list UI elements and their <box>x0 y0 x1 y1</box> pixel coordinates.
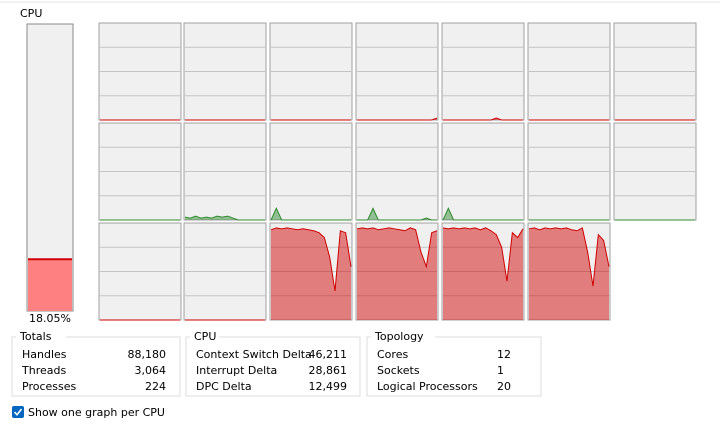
cpu-line <box>443 117 523 121</box>
group-box <box>185 336 361 397</box>
usage-label: 18.05% <box>29 312 71 325</box>
stat-value: 3,064 <box>135 364 167 377</box>
stat-groups: Totals Handles 88,180 Threads 3,064 Processes… <box>11 330 542 397</box>
cpu-area <box>443 208 523 220</box>
group-title: Topology <box>374 330 424 343</box>
stat-label: Processes <box>22 380 76 393</box>
group-title-bg <box>16 331 66 343</box>
stat-value: 1 <box>497 364 504 377</box>
cpu-line <box>270 207 351 221</box>
usage-fill <box>28 259 72 311</box>
stat-value: 224 <box>145 380 166 393</box>
cpu-area <box>271 227 351 320</box>
cpu-line <box>442 207 523 221</box>
cpu-line <box>270 227 352 291</box>
checkbox-label[interactable]: Show one graph per CPU <box>28 406 165 419</box>
group-title: Totals <box>19 330 52 343</box>
panel-title: CPU <box>20 7 42 20</box>
stat-value: 12 <box>497 348 511 361</box>
group-title: CPU <box>194 330 216 343</box>
stat-label: DPC Delta <box>196 380 252 393</box>
checkbox[interactable] <box>12 406 24 418</box>
stat-label: Threads <box>21 364 66 377</box>
cpu-line <box>442 227 524 282</box>
cpu-line <box>528 227 610 287</box>
stat-value: 20 <box>497 380 511 393</box>
stat-value: 88,180 <box>128 348 167 361</box>
cpu-line <box>356 227 438 269</box>
stat-label: Interrupt Delta <box>196 364 277 377</box>
cpu-area <box>357 227 437 320</box>
cpu-area <box>443 227 523 320</box>
cpu-area <box>271 208 351 220</box>
stat-value: 12,499 <box>309 380 348 393</box>
cpu-line <box>357 207 437 221</box>
stat-label: Cores <box>377 348 408 361</box>
stat-value: 46,211 <box>309 348 348 361</box>
stat-label: Handles <box>22 348 67 361</box>
stat-label: Logical Processors <box>377 380 478 393</box>
cpu-line <box>357 117 438 121</box>
cpu-area <box>185 216 265 220</box>
cpu-line <box>184 215 265 221</box>
cpu-area <box>529 227 609 320</box>
group-box <box>366 336 542 397</box>
stat-value: 28,861 <box>309 364 348 377</box>
checkmark <box>13 408 23 417</box>
group-title-bg <box>190 331 219 343</box>
stat-label: Context Switch Delta <box>196 348 312 361</box>
group-box <box>11 336 181 397</box>
group-title-bg <box>371 331 435 343</box>
stat-label: Sockets <box>377 364 420 377</box>
